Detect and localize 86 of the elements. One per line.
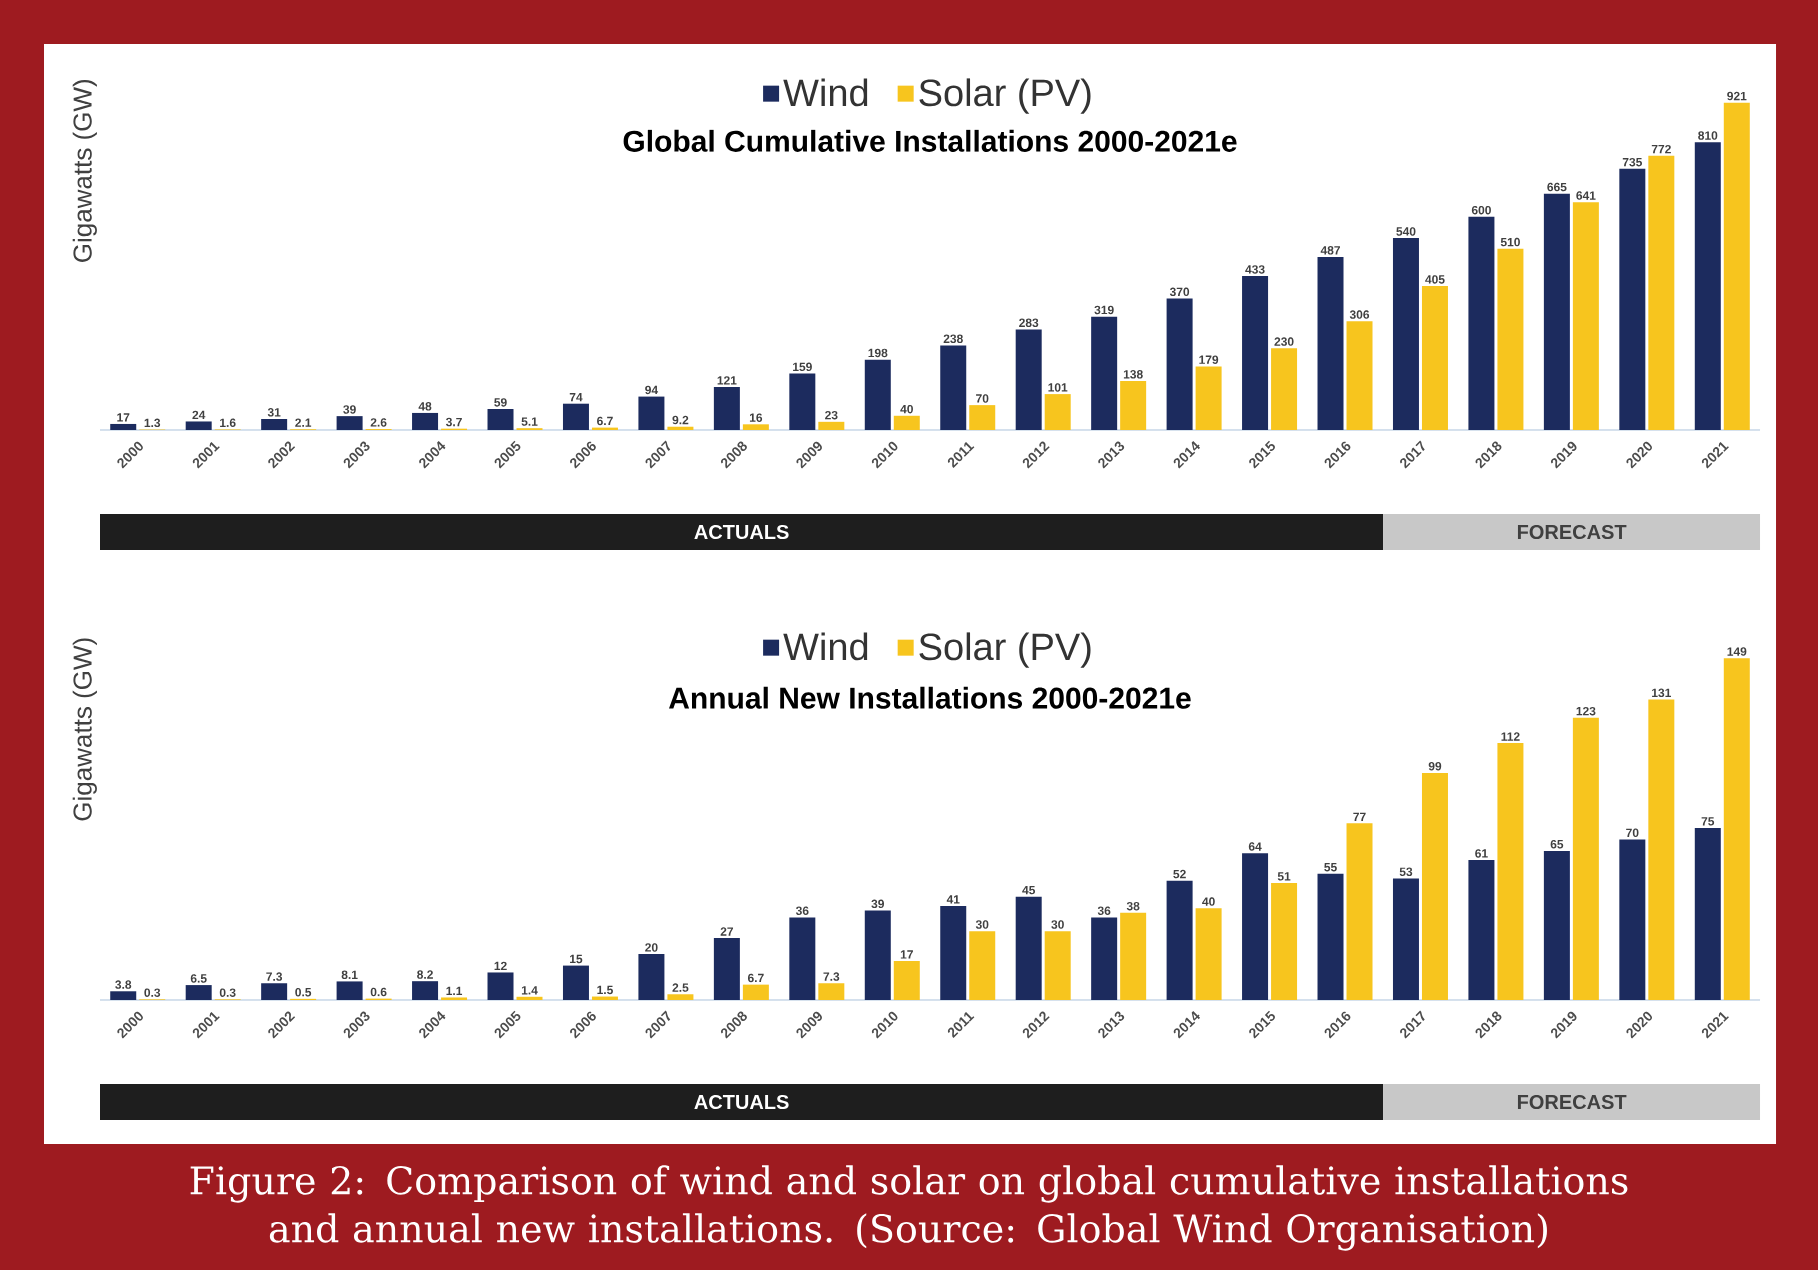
text: ACTUALS	[694, 1094, 789, 1110]
bar	[1015, 896, 1042, 1000]
bar	[1543, 193, 1570, 430]
bar	[1346, 321, 1373, 430]
y-axis-title: Gigawatts (GW)	[72, 79, 97, 262]
bar	[185, 421, 212, 430]
text: FORECAST	[1517, 524, 1627, 540]
bar	[1091, 917, 1118, 1000]
bar	[713, 938, 740, 1000]
caption: Figure 2: Comparison of wind and solar on global cumulative installations and annual new installations. (Source: Global Wind Organisation)	[190, 1165, 1628, 1251]
bar	[1694, 142, 1721, 430]
bar	[1723, 658, 1750, 1000]
legend-label: Solar (PV)	[919, 78, 1091, 114]
bar	[1468, 860, 1495, 1000]
bar	[1421, 772, 1448, 1000]
bar	[412, 412, 439, 430]
bar	[893, 961, 920, 1000]
bar	[1271, 348, 1298, 430]
bar	[1392, 878, 1419, 1000]
bar	[336, 416, 363, 430]
bar	[864, 359, 891, 430]
bar	[1648, 155, 1675, 430]
bar	[638, 396, 665, 430]
legend-label: Wind	[783, 632, 868, 661]
bar	[1091, 316, 1118, 430]
bar	[818, 983, 845, 1000]
bar	[1242, 853, 1269, 1000]
bar	[487, 972, 514, 1000]
bar	[789, 373, 816, 430]
bar	[789, 917, 816, 1000]
bar	[1468, 216, 1495, 430]
bar	[940, 905, 967, 1000]
y-axis-title: Gigawatts (GW)	[72, 638, 97, 821]
bar	[969, 405, 996, 430]
bar	[1694, 827, 1721, 1000]
bar	[1044, 394, 1071, 430]
bar	[1648, 699, 1675, 1000]
bar	[336, 981, 363, 1000]
text: Annual New Installations 2000-2021e	[669, 686, 1191, 709]
bar	[1317, 873, 1344, 1000]
bar	[1195, 908, 1222, 1000]
bar	[1572, 202, 1599, 430]
bar	[713, 387, 740, 430]
bar	[110, 991, 137, 1000]
bar	[742, 984, 769, 1000]
bar	[562, 965, 589, 1000]
text: FORECAST	[1517, 1094, 1627, 1110]
bar	[1543, 850, 1570, 1000]
bar	[1242, 276, 1269, 430]
bar	[1497, 248, 1524, 430]
bar	[261, 983, 288, 1000]
bar	[1195, 366, 1222, 430]
bar	[1044, 931, 1071, 1000]
bar	[110, 423, 137, 430]
bar	[1015, 329, 1042, 430]
bar	[261, 418, 288, 430]
bar	[1421, 286, 1448, 430]
text: Global Cumulative Installations 2000-2021e	[623, 129, 1237, 152]
bar	[1497, 743, 1524, 1000]
bar	[1572, 717, 1599, 1000]
bar	[638, 954, 665, 1000]
bar	[1346, 823, 1373, 1000]
bar	[667, 994, 694, 1000]
bar	[1317, 256, 1344, 430]
bar	[893, 415, 920, 430]
bar	[185, 985, 212, 1000]
bar	[969, 931, 996, 1000]
bar	[818, 421, 845, 430]
bar	[412, 981, 439, 1000]
legend-label: Wind	[783, 78, 868, 107]
bar	[864, 910, 891, 1000]
bar	[1120, 380, 1147, 430]
bar	[742, 424, 769, 430]
bar	[1392, 238, 1419, 430]
bar	[1271, 883, 1298, 1000]
bar	[940, 345, 967, 430]
bar	[1166, 298, 1193, 430]
bar	[1723, 102, 1750, 430]
bar	[562, 403, 589, 430]
legend-label: Solar (PV)	[919, 632, 1091, 668]
bar	[1619, 839, 1646, 1000]
text: ACTUALS	[694, 524, 789, 540]
bar	[1619, 168, 1646, 430]
bar	[1166, 880, 1193, 1000]
bar	[487, 409, 514, 430]
bar	[1120, 912, 1147, 1000]
